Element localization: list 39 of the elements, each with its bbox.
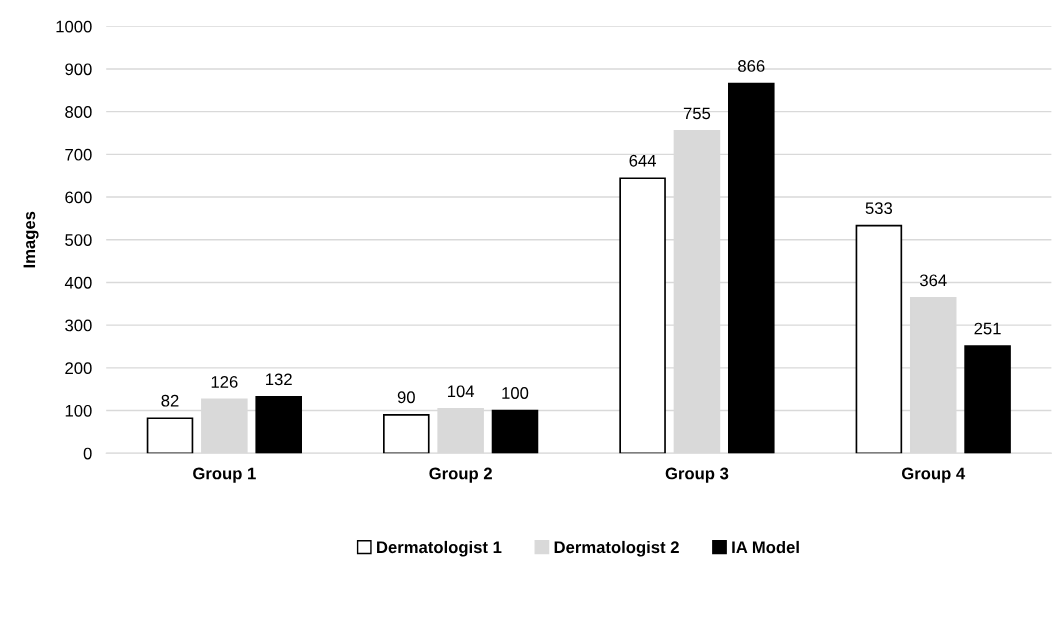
y-tick-label: 400 bbox=[64, 276, 92, 289]
legend-label: Dermatologist 1 bbox=[377, 540, 502, 557]
y-tick-label: 1000 bbox=[56, 20, 92, 33]
x-tick-label: Group 2 bbox=[429, 467, 492, 483]
legend-label: IA Model bbox=[732, 540, 799, 554]
y-tick-label: 0 bbox=[83, 447, 92, 460]
x-tick-label: Group 3 bbox=[665, 467, 729, 483]
bar bbox=[255, 396, 302, 454]
bar bbox=[728, 82, 775, 454]
y-tick-label: 300 bbox=[65, 319, 92, 332]
data-label: 644 bbox=[629, 154, 657, 167]
y-tick-label: 500 bbox=[65, 234, 92, 246]
bar bbox=[619, 177, 666, 454]
y-tick-label: 600 bbox=[65, 191, 92, 204]
data-label: 104 bbox=[448, 385, 475, 398]
data-label: 866 bbox=[738, 60, 765, 72]
bar bbox=[146, 417, 194, 454]
x-tick-label: Group 4 bbox=[901, 467, 966, 483]
data-label: 755 bbox=[683, 107, 711, 120]
bar bbox=[964, 345, 1011, 454]
data-label: 126 bbox=[211, 376, 238, 388]
data-label: 82 bbox=[161, 394, 179, 407]
legend-label: Dermatologist 2 bbox=[554, 540, 679, 557]
data-label: 364 bbox=[919, 274, 947, 287]
y-tick-label: 700 bbox=[65, 148, 92, 161]
bar bbox=[855, 224, 903, 454]
y-tick-label: 100 bbox=[65, 404, 92, 417]
x-tick-label: Group 1 bbox=[193, 467, 256, 483]
y-tick-label: 800 bbox=[65, 106, 92, 118]
y-tick-label: 900 bbox=[65, 63, 92, 76]
data-label: 132 bbox=[266, 373, 292, 386]
y-tick-label: 200 bbox=[65, 362, 92, 375]
y-axis-title: Images bbox=[23, 211, 39, 268]
data-label: 100 bbox=[502, 387, 529, 399]
bar bbox=[491, 409, 539, 454]
data-label: 251 bbox=[974, 322, 1001, 335]
data-label: 533 bbox=[865, 202, 893, 215]
data-label: 90 bbox=[397, 391, 415, 404]
bar bbox=[383, 413, 430, 454]
